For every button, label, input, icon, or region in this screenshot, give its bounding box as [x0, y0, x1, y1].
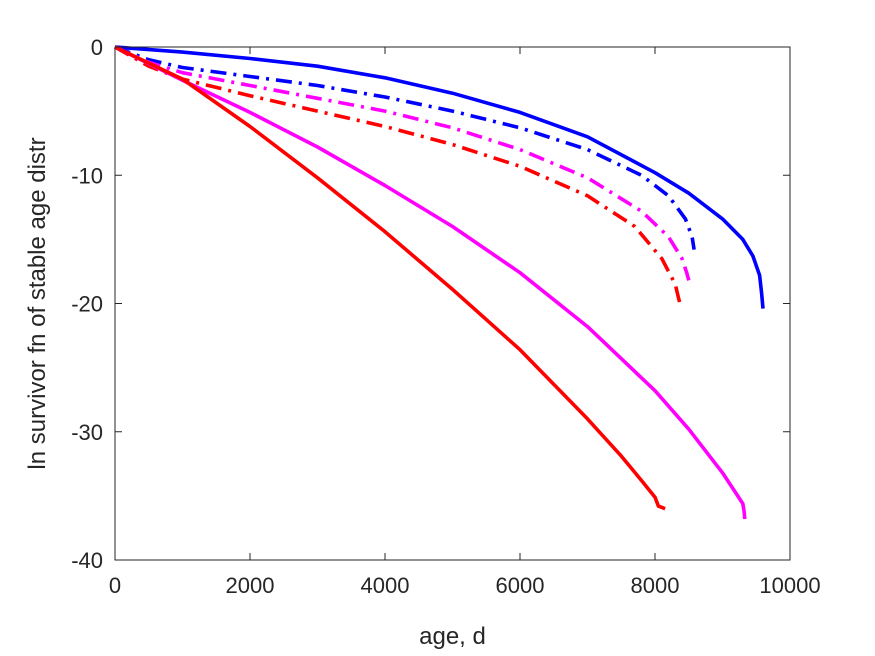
x-tick-label: 6000 [496, 573, 545, 598]
x-tick-label: 10000 [759, 573, 820, 598]
x-tick-label: 2000 [226, 573, 275, 598]
x-tick-label: 4000 [361, 573, 410, 598]
x-tick-label: 8000 [631, 573, 680, 598]
x-axis-label: age, d [419, 623, 486, 650]
series-layer [114, 45, 765, 520]
y-tick-label: -40 [71, 548, 103, 573]
y-tick-label: 0 [91, 35, 103, 60]
y-tick-label: -10 [71, 163, 103, 188]
series-line-1 [114, 45, 765, 309]
series-line-6 [114, 45, 666, 511]
tick-layer: 0 2000 4000 6000 8000 10000 0 -10 -20 -30 -40 [71, 35, 820, 598]
series-line-5 [114, 45, 747, 520]
y-tick-label: -20 [71, 292, 103, 317]
series-line-4 [114, 45, 682, 304]
y-tick-label: -30 [71, 420, 103, 445]
series-line-2 [114, 45, 696, 250]
y-axis-label: ln survivor fn of stable age distr [24, 137, 51, 469]
x-tick-label: 0 [109, 573, 121, 598]
